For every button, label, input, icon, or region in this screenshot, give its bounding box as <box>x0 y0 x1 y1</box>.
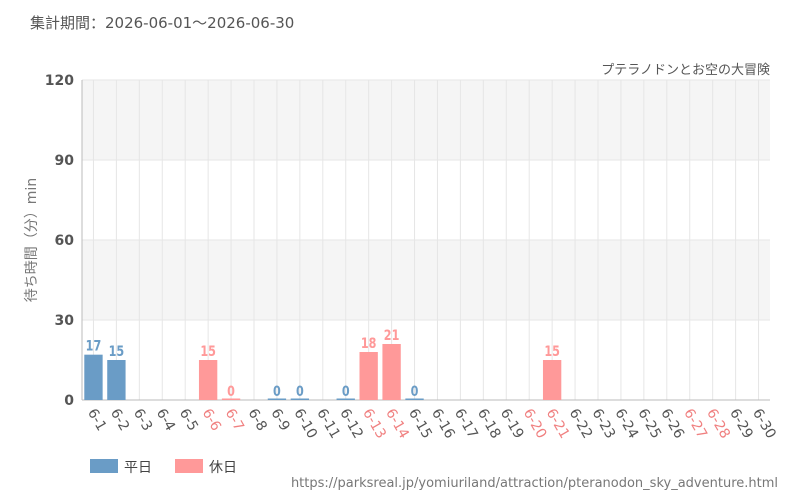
x-tick-label: 6-19 <box>497 406 527 442</box>
x-tick-label: 6-10 <box>290 406 320 442</box>
x-tick-label: 6-4 <box>153 406 178 434</box>
x-tick-label: 6-26 <box>657 406 687 442</box>
bar <box>405 398 424 400</box>
y-tick-label: 30 <box>55 313 75 329</box>
y-tick-label: 120 <box>45 73 74 89</box>
x-tick-label: 6-27 <box>680 406 710 442</box>
x-tick-label: 6-8 <box>245 406 270 434</box>
bar <box>198 360 218 400</box>
x-tick-label: 6-25 <box>634 406 664 442</box>
bar <box>107 360 126 400</box>
value-label: 0 <box>227 383 235 400</box>
x-tick-label: 6-6 <box>199 406 224 434</box>
x-tick-label: 6-13 <box>359 406 389 442</box>
y-tick-label: 90 <box>55 153 75 169</box>
x-tick-label: 6-3 <box>130 406 155 434</box>
bar <box>267 398 287 400</box>
bar <box>382 344 401 400</box>
x-tick-label: 6-12 <box>336 406 366 442</box>
value-label: 0 <box>411 383 419 400</box>
legend-swatch <box>90 459 118 473</box>
x-tick-label: 6-14 <box>382 406 412 442</box>
value-label: 15 <box>200 343 216 360</box>
bar <box>84 354 103 400</box>
bar <box>542 360 562 400</box>
x-tick-label: 6-20 <box>520 406 550 442</box>
bar <box>336 398 355 400</box>
bar <box>359 352 378 400</box>
legend-swatch <box>175 459 203 473</box>
value-label: 15 <box>544 343 560 360</box>
x-tick-label: 6-1 <box>84 406 109 434</box>
value-label: 0 <box>342 383 350 400</box>
x-tick-label: 6-16 <box>428 406 458 442</box>
x-tick-label: 6-23 <box>589 406 619 442</box>
x-tick-label: 6-21 <box>543 406 573 442</box>
legend-label: 休日 <box>209 460 237 476</box>
legend-label: 平日 <box>124 460 152 476</box>
x-tick-label: 6-15 <box>405 406 435 442</box>
grid-band <box>82 240 770 320</box>
x-tick-label: 6-24 <box>611 406 641 442</box>
value-label: 17 <box>86 337 102 354</box>
y-axis-label: 待ち時間（分）min <box>24 178 40 302</box>
x-tick-label: 6-22 <box>566 406 596 442</box>
bar <box>221 398 241 400</box>
x-tick-label: 6-2 <box>107 406 132 434</box>
x-tick-label: 6-29 <box>726 406 756 442</box>
chart-subtitle: プテラノドンとお空の大冒険 <box>601 63 770 78</box>
x-tick-label: 6-7 <box>222 406 247 434</box>
source-url: https://parksreal.jp/yomiuriland/attract… <box>291 476 778 491</box>
chart-title: 集計期間：2026-06-01～2026-06-30 <box>30 14 294 32</box>
x-tick-label: 6-28 <box>703 406 733 442</box>
x-tick-label: 6-11 <box>313 406 343 442</box>
value-label: 0 <box>296 383 304 400</box>
value-label: 0 <box>273 383 281 400</box>
x-tick-label: 6-18 <box>474 406 504 442</box>
y-tick-label: 60 <box>55 233 75 249</box>
y-tick-label: 0 <box>64 393 74 409</box>
value-label: 15 <box>109 343 125 360</box>
grid-band <box>82 80 770 160</box>
value-label: 21 <box>384 327 400 344</box>
x-tick-label: 6-9 <box>267 406 292 434</box>
x-tick-label: 6-30 <box>749 406 779 442</box>
x-tick-label: 6-5 <box>176 406 201 434</box>
bar <box>290 398 310 400</box>
value-label: 18 <box>361 335 377 352</box>
x-tick-label: 6-17 <box>451 406 481 442</box>
